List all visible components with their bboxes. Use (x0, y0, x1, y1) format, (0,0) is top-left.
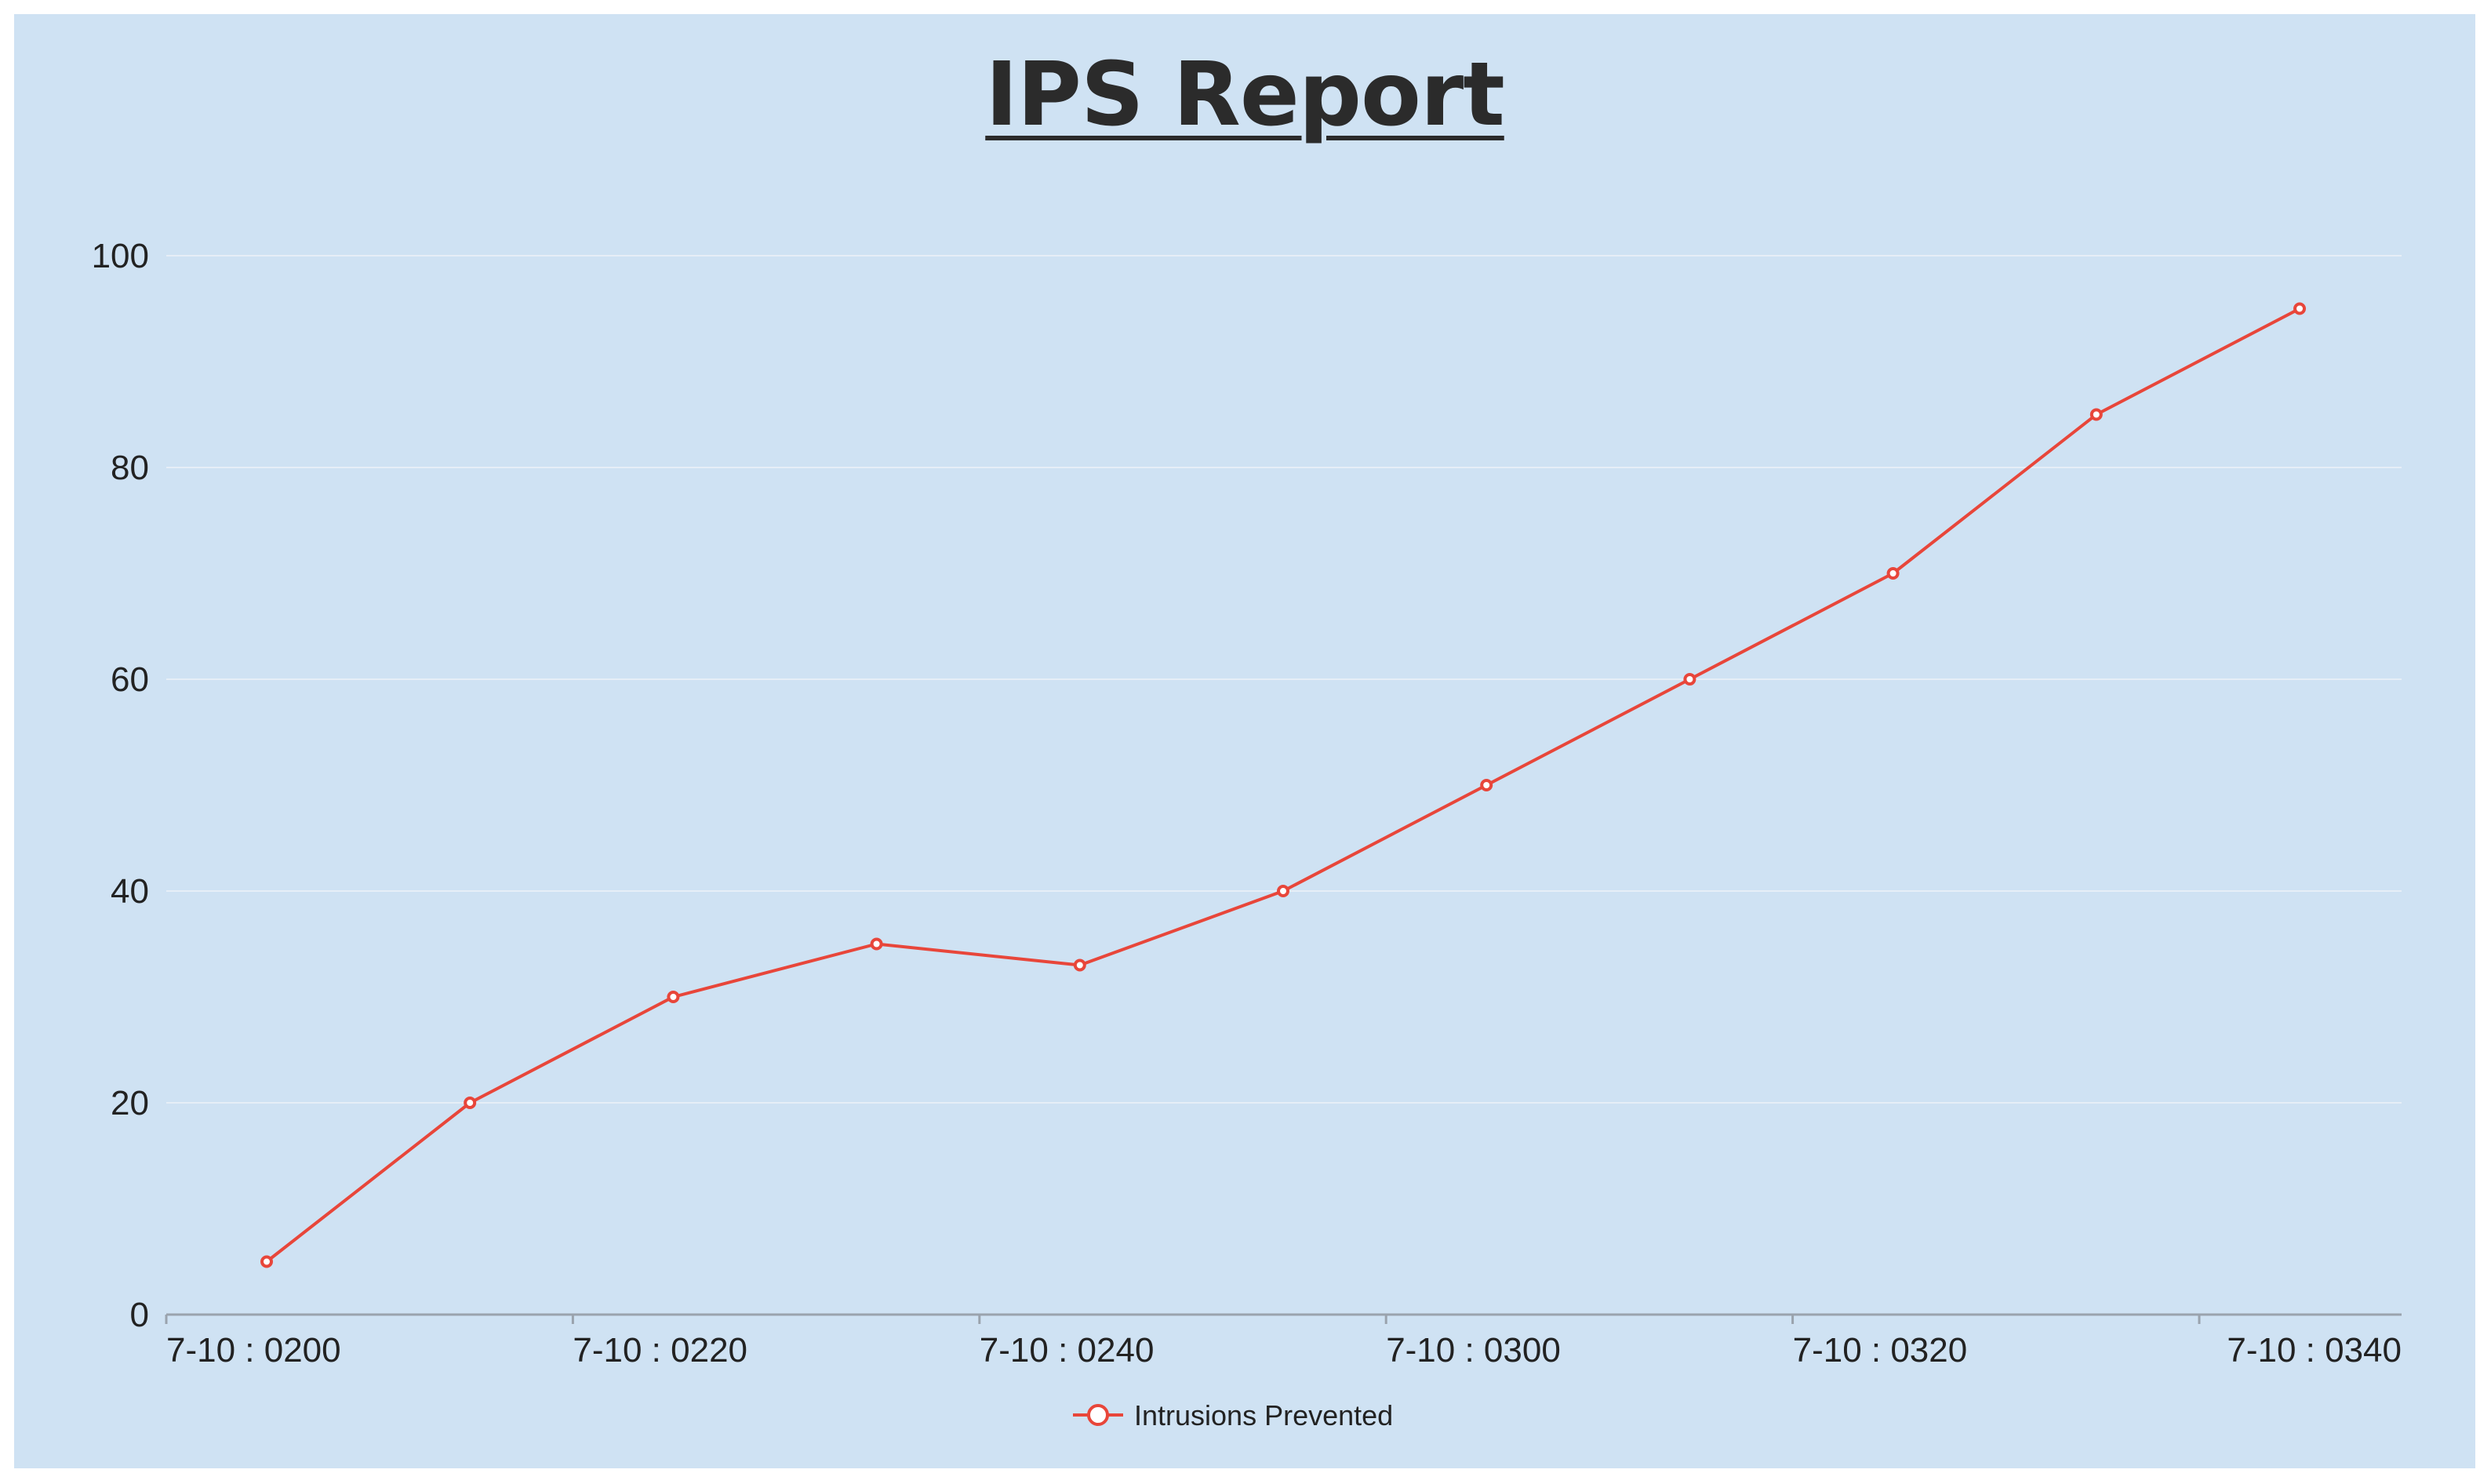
data-point (1277, 885, 1289, 897)
data-point (1886, 567, 1900, 580)
data-point (260, 1255, 273, 1268)
x-tick-label: 7-10 : 0200 (166, 1331, 341, 1369)
x-tick-label: 7-10 : 0240 (980, 1331, 1155, 1369)
data-point (2089, 408, 2103, 421)
data-point (1073, 958, 1086, 972)
y-tick-label: 100 (92, 237, 149, 275)
y-tick-label: 40 (111, 872, 149, 911)
series-line (265, 307, 2300, 1264)
x-tick-label: 7-10 : 0300 (1386, 1331, 1561, 1369)
data-point (667, 991, 680, 1003)
legend-label: Intrusions Prevented (1134, 1399, 1393, 1431)
y-tick-label: 60 (111, 660, 149, 699)
data-point (1480, 779, 1493, 791)
x-tick-label: 7-10 : 0340 (2227, 1331, 2402, 1369)
chart-title: IPS Report (985, 44, 1505, 146)
data-point (870, 937, 883, 951)
data-point (464, 1097, 477, 1109)
y-tick-label: 20 (111, 1084, 149, 1122)
data-point (1683, 673, 1696, 686)
y-tick-label: 80 (111, 449, 149, 487)
legend-marker (1087, 1404, 1109, 1426)
x-tick-label: 7-10 : 0320 (1793, 1331, 1968, 1369)
y-tick-label: 0 (130, 1296, 149, 1334)
data-point (2293, 302, 2306, 315)
x-tick-label: 7-10 : 0220 (573, 1331, 747, 1369)
